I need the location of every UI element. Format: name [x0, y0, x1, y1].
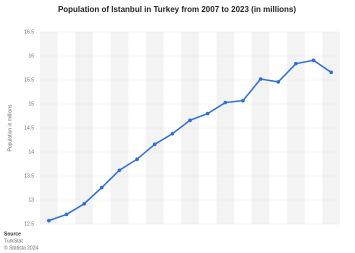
y-tick-label: 15 — [28, 101, 34, 107]
column-band — [110, 32, 129, 224]
point — [276, 80, 281, 84]
copyright: © Statista 2024 — [4, 244, 38, 251]
point — [223, 100, 228, 105]
y-tick-label: 15.5 — [24, 77, 34, 83]
y-tick-label: 16 — [28, 53, 34, 59]
point — [99, 185, 104, 190]
point — [311, 58, 316, 63]
point — [294, 61, 298, 66]
y-axis-label: Population in millions — [7, 104, 13, 151]
y-tick-label: 13 — [28, 197, 34, 203]
y-tick-label: 13.5 — [24, 173, 34, 179]
y-tick-label: 14 — [28, 149, 34, 155]
point — [205, 111, 210, 116]
y-tick-label: 12.5 — [24, 221, 34, 227]
point — [47, 218, 51, 223]
y-tick-label: 16.5 — [24, 29, 34, 35]
source-label: Source — [4, 231, 21, 237]
point — [329, 70, 333, 75]
point — [64, 212, 69, 217]
point — [188, 118, 192, 123]
y-tick-label: 14.5 — [24, 125, 34, 131]
point — [152, 142, 157, 147]
chart-title: Population of Istanbul in Turkey from 20… — [58, 5, 296, 14]
point — [82, 202, 86, 206]
point — [117, 168, 122, 173]
source: TurkStat — [4, 238, 23, 244]
point — [241, 98, 245, 103]
column-band — [216, 32, 235, 224]
point — [170, 131, 175, 136]
point — [258, 77, 263, 81]
point — [135, 157, 139, 161]
